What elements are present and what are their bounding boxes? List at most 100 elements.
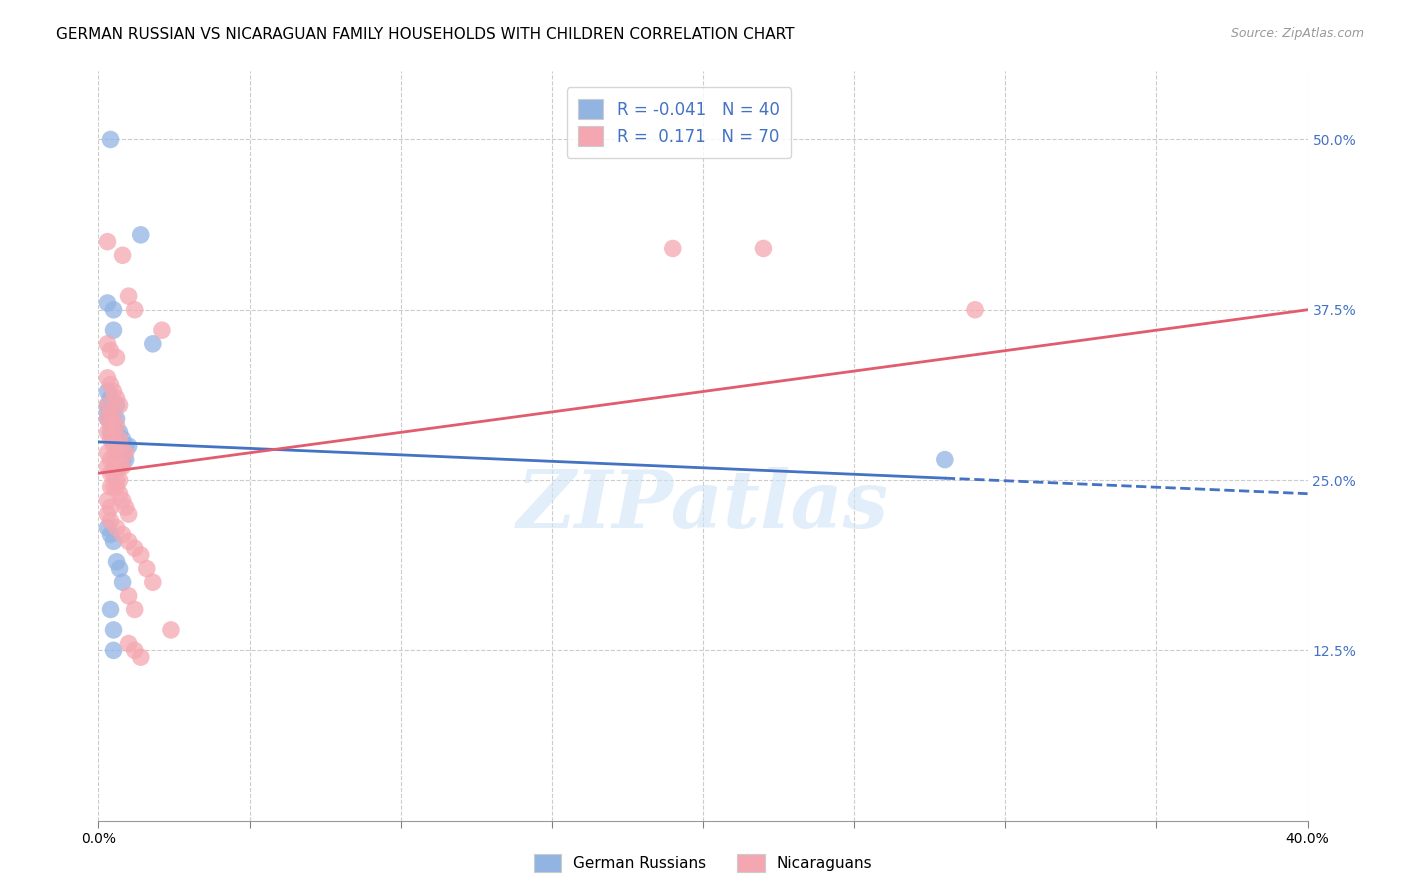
- Point: [103, 302, 125, 317]
- Point: [108, 439, 131, 453]
- Point: [103, 411, 125, 425]
- Point: [105, 473, 128, 487]
- Point: [103, 643, 125, 657]
- Point: [103, 534, 125, 549]
- Point: [114, 500, 136, 515]
- Point: [105, 439, 128, 453]
- Point: [100, 377, 122, 392]
- Point: [100, 132, 122, 146]
- Point: [752, 242, 775, 256]
- Point: [105, 411, 128, 425]
- Point: [108, 398, 131, 412]
- Text: Source: ZipAtlas.com: Source: ZipAtlas.com: [1230, 27, 1364, 40]
- Point: [105, 392, 128, 406]
- Point: [96, 384, 118, 399]
- Point: [105, 351, 128, 365]
- Point: [135, 561, 157, 575]
- Point: [100, 405, 122, 419]
- Point: [103, 467, 125, 481]
- Point: [111, 432, 134, 446]
- Point: [111, 527, 134, 541]
- Point: [96, 493, 118, 508]
- Point: [96, 296, 118, 310]
- Point: [124, 602, 146, 616]
- Point: [111, 459, 134, 474]
- Point: [118, 534, 141, 549]
- Point: [103, 439, 125, 453]
- Point: [103, 480, 125, 494]
- Point: [129, 227, 152, 242]
- Point: [105, 398, 128, 412]
- Point: [124, 302, 146, 317]
- Point: [965, 302, 987, 317]
- Point: [103, 384, 125, 399]
- Point: [111, 575, 134, 590]
- Point: [103, 452, 125, 467]
- Text: ZIPatlas: ZIPatlas: [517, 467, 889, 545]
- Point: [96, 411, 118, 425]
- Point: [103, 623, 125, 637]
- Point: [114, 452, 136, 467]
- Point: [100, 527, 122, 541]
- Point: [108, 425, 131, 440]
- Point: [124, 541, 146, 556]
- Point: [105, 521, 128, 535]
- Point: [108, 486, 131, 500]
- Point: [108, 459, 131, 474]
- Point: [100, 467, 122, 481]
- Point: [96, 459, 118, 474]
- Point: [96, 398, 118, 412]
- Point: [111, 493, 134, 508]
- Point: [142, 336, 165, 351]
- Point: [100, 480, 122, 494]
- Point: [96, 398, 118, 412]
- Point: [661, 242, 683, 256]
- Point: [100, 343, 122, 358]
- Point: [96, 235, 118, 249]
- Point: [105, 418, 128, 433]
- Point: [100, 602, 122, 616]
- Point: [108, 439, 131, 453]
- Point: [129, 650, 152, 665]
- Point: [100, 392, 122, 406]
- Point: [111, 248, 134, 262]
- Point: [103, 323, 125, 337]
- Point: [129, 548, 152, 562]
- Point: [100, 425, 122, 440]
- Point: [100, 432, 122, 446]
- Point: [96, 507, 118, 521]
- Point: [100, 514, 122, 528]
- Point: [118, 289, 141, 303]
- Point: [96, 411, 118, 425]
- Point: [100, 411, 122, 425]
- Point: [108, 473, 131, 487]
- Point: [105, 459, 128, 474]
- Point: [105, 555, 128, 569]
- Point: [103, 411, 125, 425]
- Point: [96, 521, 118, 535]
- Point: [118, 439, 141, 453]
- Point: [100, 405, 122, 419]
- Point: [118, 589, 141, 603]
- Point: [160, 623, 183, 637]
- Point: [111, 452, 134, 467]
- Point: [118, 636, 141, 650]
- Point: [96, 371, 118, 385]
- Point: [105, 452, 128, 467]
- Point: [142, 575, 165, 590]
- Point: [114, 439, 136, 453]
- Point: [124, 643, 146, 657]
- Legend: German Russians, Nicaraguans: German Russians, Nicaraguans: [526, 846, 880, 880]
- Point: [105, 425, 128, 440]
- Point: [114, 446, 136, 460]
- Point: [100, 452, 122, 467]
- Legend: R = -0.041   N = 40, R =  0.171   N = 70: R = -0.041 N = 40, R = 0.171 N = 70: [567, 87, 792, 158]
- Point: [150, 323, 173, 337]
- Point: [105, 480, 128, 494]
- Point: [100, 418, 122, 433]
- Point: [108, 561, 131, 575]
- Point: [118, 507, 141, 521]
- Point: [105, 459, 128, 474]
- Point: [111, 446, 134, 460]
- Point: [96, 405, 118, 419]
